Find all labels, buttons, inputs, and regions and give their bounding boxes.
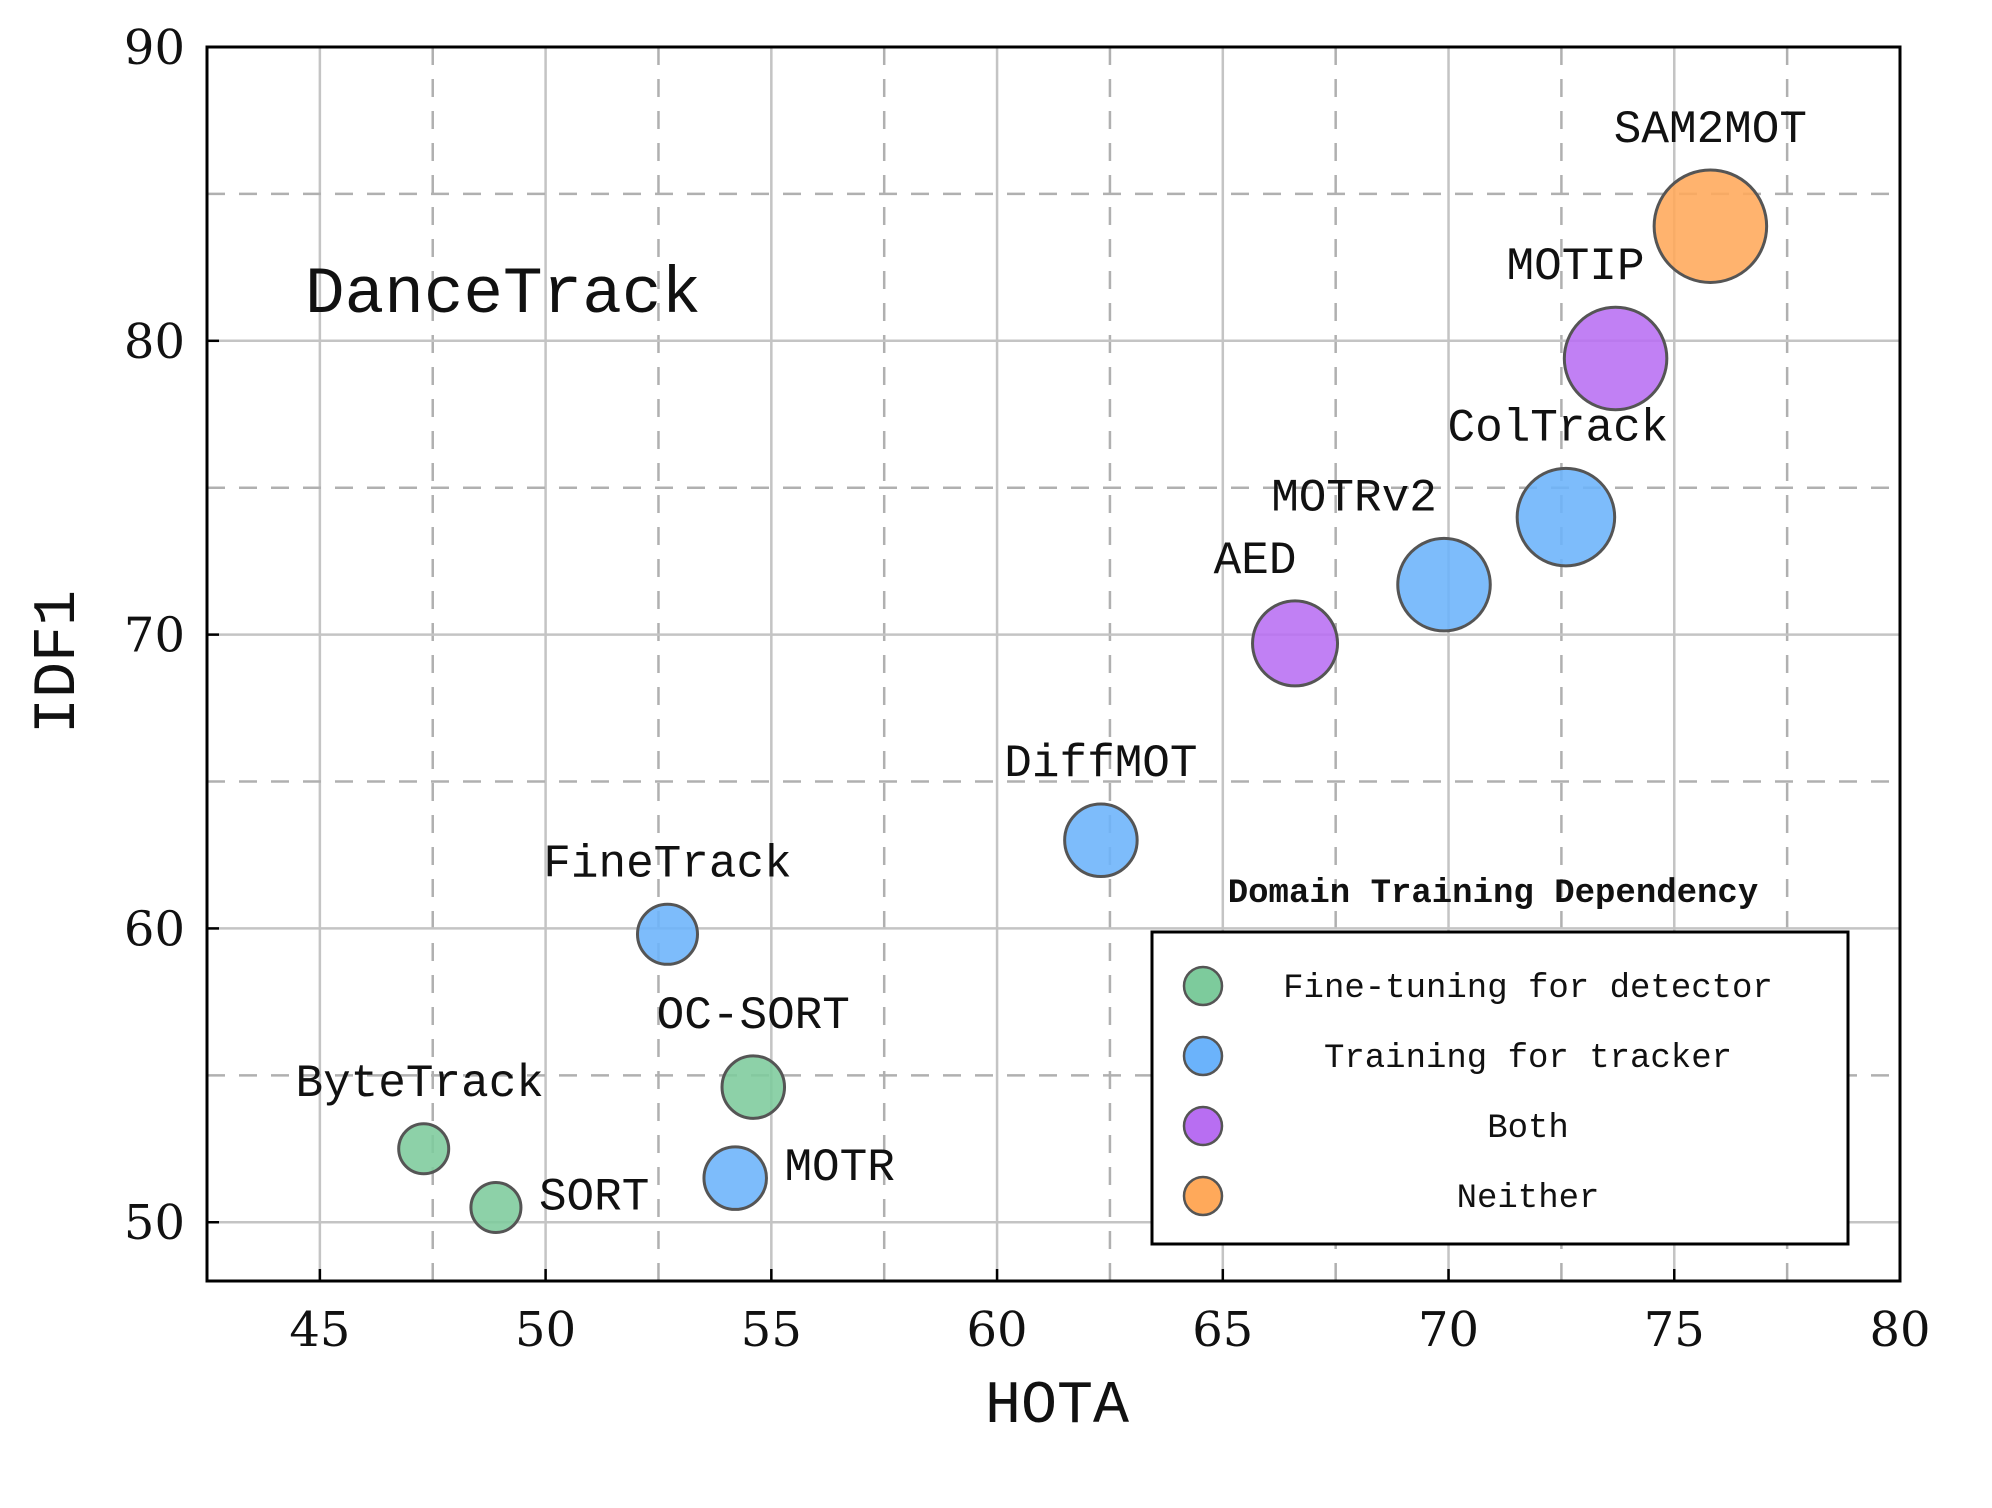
data-point-finetrack	[635, 902, 699, 966]
x-tick-label: 45	[289, 1302, 350, 1358]
x-tick-label: 70	[1418, 1302, 1479, 1358]
legend-label-neither: Neither	[1457, 1180, 1600, 1218]
y-axis-label: IDF1	[25, 590, 93, 734]
data-point-bytetrack	[397, 1122, 451, 1176]
point-label-coltrack: ColTrack	[1447, 402, 1668, 454]
data-point-aed	[1251, 599, 1340, 688]
x-tick-label: 50	[515, 1302, 576, 1358]
data-point-motip	[1562, 305, 1669, 412]
point-label-diffmot: DiffMOT	[1004, 738, 1197, 790]
point-labels: ByteTrack SORT OC-SORT MOTR FineTrack DiffMOT…	[295, 104, 1807, 1224]
point-label-motip: MOTIP	[1507, 241, 1645, 293]
data-point-motrv2	[1396, 536, 1492, 633]
data-point-diffmot	[1063, 802, 1139, 879]
legend-marker-both	[1182, 1105, 1224, 1147]
y-tick-label: 90	[124, 20, 185, 76]
legend-label-finetune: Fine-tuning for detector	[1283, 970, 1773, 1008]
point-label-aed: AED	[1214, 535, 1297, 587]
point-label-oc-sort: OC-SORT	[657, 990, 850, 1042]
plot-area-frame	[205, 45, 1902, 1283]
y-tick-label: 50	[124, 1195, 185, 1251]
y-tick-label: 70	[124, 608, 185, 664]
point-label-motrv2: MOTRv2	[1271, 472, 1437, 524]
point-label-motr: MOTR	[784, 1142, 894, 1194]
data-point-oc-sort	[720, 1054, 787, 1120]
x-tick-label: 75	[1644, 1302, 1705, 1358]
legend-title: Domain Training Dependency	[1228, 875, 1759, 913]
legend: Domain Training Dependency Fine-tuning f…	[1150, 875, 1850, 1246]
y-tick-label: 60	[124, 901, 185, 957]
chart-annotation: DanceTrack	[305, 257, 701, 332]
legend-marker-tracker	[1182, 1035, 1224, 1077]
y-tick-label: 80	[124, 314, 185, 370]
data-points	[397, 168, 1769, 1235]
point-label-bytetrack: ByteTrack	[295, 1058, 543, 1110]
data-point-motr	[702, 1145, 768, 1211]
axis-ticks: 45 50 55 60 65 70 75 80 50 60 70 80 90	[124, 20, 1931, 1358]
x-tick-label: 55	[741, 1302, 802, 1358]
legend-marker-neither	[1182, 1175, 1224, 1217]
data-point-sort	[469, 1181, 523, 1235]
x-tick-label: 80	[1869, 1302, 1930, 1358]
legend-label-tracker: Training for tracker	[1324, 1040, 1732, 1078]
x-tick-label: 65	[1192, 1302, 1253, 1358]
point-label-sam2mot: SAM2MOT	[1614, 104, 1807, 156]
legend-label-both: Both	[1487, 1110, 1569, 1148]
point-label-sort: SORT	[539, 1172, 649, 1224]
x-axis-label: HOTA	[985, 1373, 1129, 1441]
legend-entries: Fine-tuning for detector Training for tra…	[1182, 965, 1773, 1218]
data-point-sam2mot	[1652, 168, 1769, 284]
x-tick-label: 60	[967, 1302, 1028, 1358]
legend-box	[1150, 930, 1850, 1246]
legend-marker-finetune	[1182, 965, 1224, 1007]
data-point-coltrack	[1515, 466, 1617, 568]
point-label-finetrack: FineTrack	[543, 838, 791, 890]
